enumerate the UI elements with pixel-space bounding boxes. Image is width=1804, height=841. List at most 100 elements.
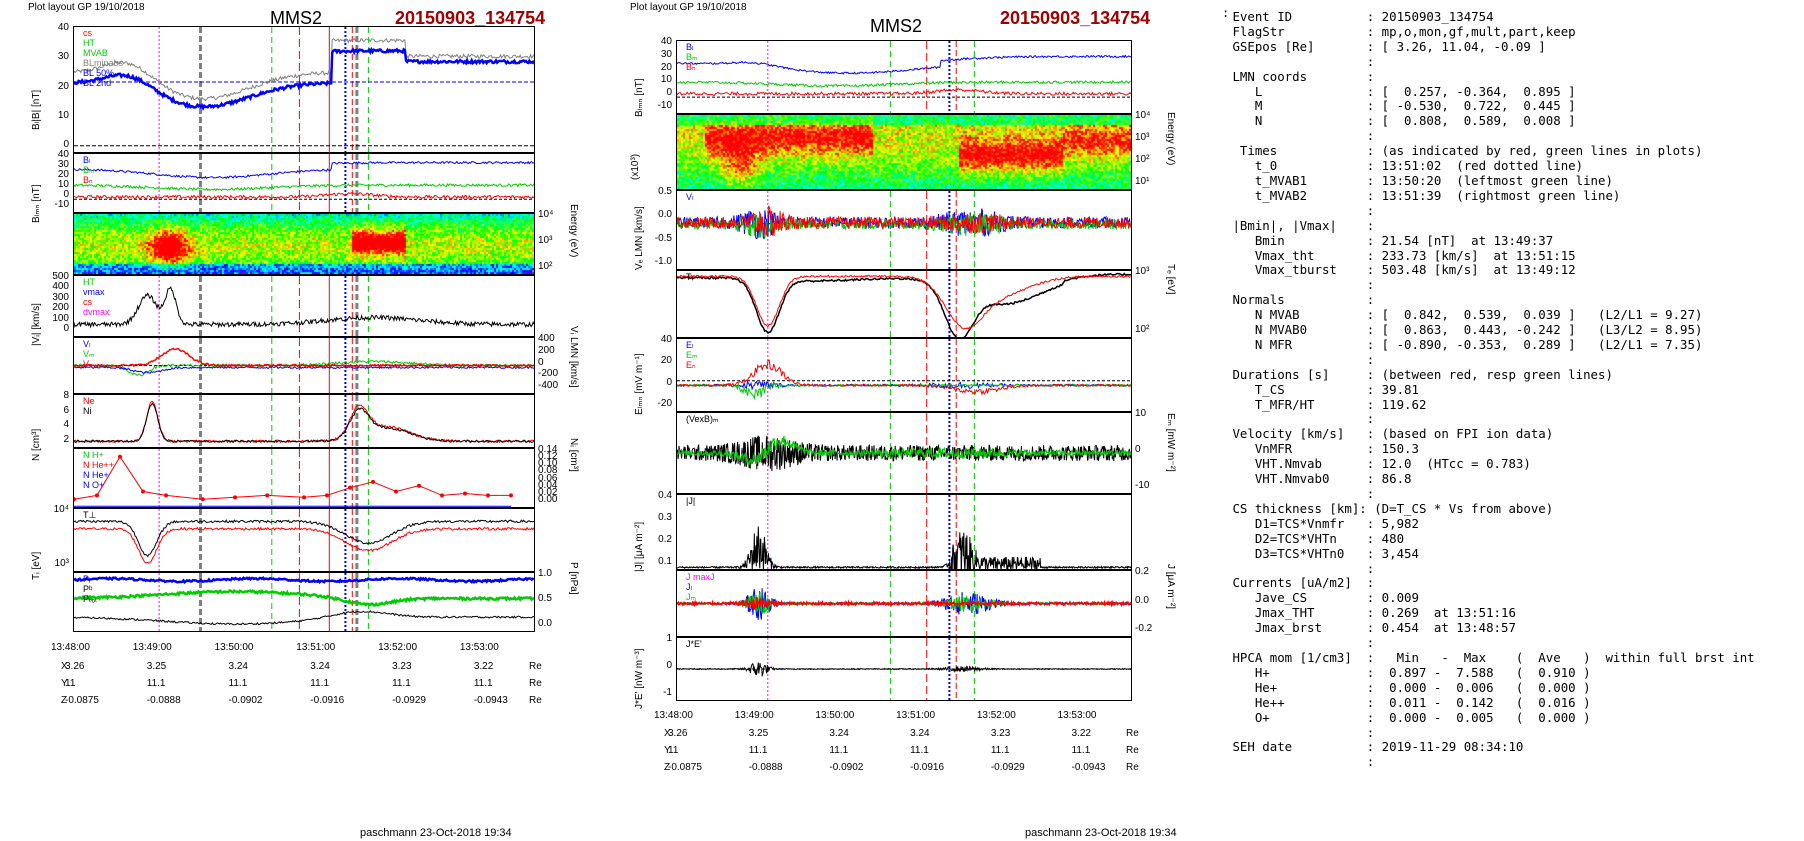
left-panel-7-legend: N He++: [83, 460, 115, 470]
right-coord-row-label: X: [664, 728, 671, 739]
left-panel-1-tick: 10: [57, 109, 69, 121]
left-panel-3-rtick: 10⁴: [538, 209, 554, 220]
left-coord-value: 11.1: [473, 678, 493, 689]
vn-line: [74, 347, 534, 368]
right-panel-7-tick: 0.4: [658, 490, 672, 501]
left-panel-1-tick: 30: [57, 51, 69, 63]
ti-line: [677, 274, 1131, 330]
he-pp-point: [302, 495, 306, 500]
ne-line: [74, 400, 534, 444]
left-coord-value: 3.23: [392, 661, 412, 672]
left-panel-9-rlabel: P [nPa]: [568, 562, 579, 595]
left-coord-value: -0.0875: [65, 695, 99, 706]
left-coord-value: 11.1: [228, 678, 248, 689]
left-panel-4-tick: 400: [52, 281, 69, 293]
he-pp-point: [394, 489, 398, 494]
he-pp-point: [95, 493, 99, 498]
v-total: [74, 286, 534, 329]
left-panel-5-rtick: 0: [538, 356, 544, 368]
left-panel-7-legend: N He+: [83, 470, 109, 480]
right-panel-5-tick: 0: [666, 376, 672, 388]
bl-line: [74, 160, 534, 180]
right-coord-value: 3.24: [910, 728, 930, 739]
left-panel-1-legend: MVAB: [83, 48, 108, 58]
right-coord-value: 11.1: [1071, 745, 1091, 756]
right-panel-6-legend: (VexB)ₘ: [686, 414, 719, 424]
right-panel-1-tick: 30: [660, 48, 672, 60]
right-panel-2-rtick: 10³: [1135, 132, 1150, 143]
left-coord-value: 3.24: [310, 661, 330, 672]
left-panel-8-tick: 10⁴: [53, 504, 69, 515]
left-panel-5-rtick: 400: [538, 333, 555, 344]
he-pp-point: [417, 483, 421, 488]
left-panel-2-legend: Bₗ: [83, 155, 91, 165]
right-panel-1-tick: -10: [657, 100, 672, 111]
he-pp-point: [265, 493, 270, 498]
left-panel-1-ylabel: Bₗ|B| [nT]: [31, 89, 42, 130]
right-coord-value: 11.1: [990, 745, 1010, 756]
right-panel-1: [676, 40, 1132, 114]
left-panel-6-tick: 8: [63, 390, 69, 401]
right-panel-8-legend: Jₗ: [686, 582, 692, 592]
left-panel-1-tick: 20: [57, 80, 69, 92]
em-line: [677, 435, 1131, 466]
right-panel-4-rtick: 10²: [1135, 324, 1150, 335]
left-panel-3-rlabel: Energy (eV): [568, 204, 579, 258]
he-pp-point: [486, 493, 490, 498]
left-panel-9-legend: Pₜₒₜ: [83, 594, 98, 604]
left-panel-6: [73, 394, 535, 448]
left-panel-2-tick: 0: [63, 189, 69, 200]
right-panel-2: [676, 114, 1132, 190]
left-panel-9: [73, 572, 535, 632]
right-panel-5-tick: 20: [660, 355, 672, 367]
left-panel-5: [73, 337, 535, 394]
left-panel-1: [73, 26, 535, 153]
left-panel-2: [73, 153, 535, 213]
right-time-tick: 13:50:00: [815, 710, 855, 721]
right-panel-6-rlabel: Eₘ [mW m⁻²]: [1165, 413, 1176, 472]
left-coord-value: 3.25: [146, 661, 167, 672]
left-panel-4-tick: 0: [63, 323, 69, 334]
left-panel-5-rtick: -200: [538, 368, 559, 380]
bm-line: [74, 182, 534, 192]
right-panel-4-legend: Tᵢ: [686, 272, 693, 282]
left-panel-6-legend: Ne: [83, 396, 95, 406]
left-panel-9-svg: [74, 573, 534, 631]
left-panel-2-tick: -10: [54, 199, 69, 210]
right-panel-5-tick: 40: [660, 334, 672, 345]
he-pp-point: [164, 493, 168, 498]
left-panel-7-rtick: 0.12: [538, 451, 558, 463]
right-panel-5: [676, 338, 1132, 412]
right-panel-8-rtick: 0.0: [1135, 594, 1149, 606]
vl-line: [74, 365, 534, 374]
je-line: [677, 662, 1131, 677]
right-panel-7-ylabel: |J| [μA m⁻²]: [634, 521, 645, 572]
right-time-tick: 13:52:00: [976, 710, 1016, 721]
he-pp-point: [200, 497, 205, 502]
j-mag: [677, 526, 1131, 569]
left-panel-1-legend: BLminabs: [83, 58, 124, 68]
left-panel-3-rtick: 10³: [538, 235, 553, 246]
left-panel-5-rtick: 200: [538, 344, 555, 356]
right-time-tick: 13:51:00: [896, 710, 936, 721]
left-coord-value: 3.26: [65, 661, 85, 672]
left-coord-value: -0.0943: [473, 695, 508, 706]
left-panel-4-legend: vmax: [83, 287, 105, 297]
right-panel-3-tick: 0.5: [658, 186, 672, 197]
left-panel-2-tick: 30: [57, 159, 69, 170]
right-panel-9-tick: 1: [666, 633, 672, 644]
left-panel-5-rlabel: Vᵢ LMN [km/s]: [568, 325, 579, 388]
left-coord-value: 11.1: [310, 678, 330, 689]
left-panel-4-ylabel: |Vᵢ| [km/s]: [31, 303, 42, 346]
left-panel-2-tick: 10: [57, 179, 69, 190]
left-panel-7-rtick: 0.00: [538, 494, 558, 505]
right-panel-3-svg: [677, 191, 1131, 269]
right-panel-9-tick: -1: [663, 687, 672, 698]
left-panel-4-tick: 100: [52, 312, 69, 324]
pb-line: [74, 589, 534, 607]
right-coord-value: 3.25: [748, 728, 769, 739]
left-panel-9-rtick: 1.0: [538, 568, 552, 579]
left-panel-9-legend: Pᵢ: [83, 574, 91, 584]
right-coord-value: -0.0888: [748, 762, 783, 773]
right-panel-5-tick: -20: [657, 398, 672, 409]
